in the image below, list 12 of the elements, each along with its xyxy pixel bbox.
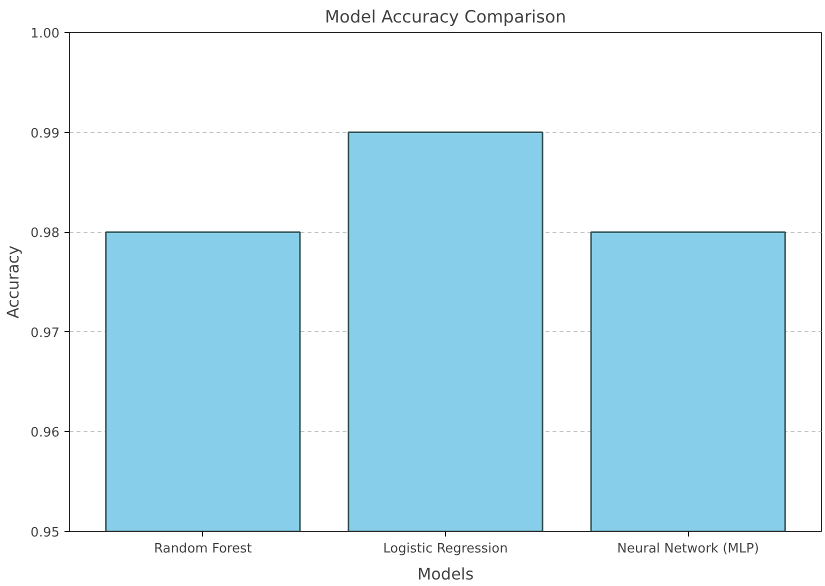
y-tick-label: 0.97	[30, 326, 60, 341]
x-tick-label: Random Forest	[154, 542, 252, 556]
y-tick-label: 0.99	[30, 126, 60, 142]
x-tick-label: Logistic Regression	[383, 542, 508, 556]
y-axis-title: Accuracy	[4, 245, 23, 319]
y-tick-label: 1.00	[30, 26, 60, 42]
x-axis-title: Models	[417, 564, 474, 584]
x-tick-label: Neural Network (MLP)	[617, 542, 760, 556]
y-tick-label: 0.98	[30, 226, 60, 242]
chart-title: Model Accuracy Comparison	[324, 8, 566, 28]
y-tick-label: 0.95	[30, 526, 60, 540]
y-tick-label: 0.96	[30, 426, 60, 441]
